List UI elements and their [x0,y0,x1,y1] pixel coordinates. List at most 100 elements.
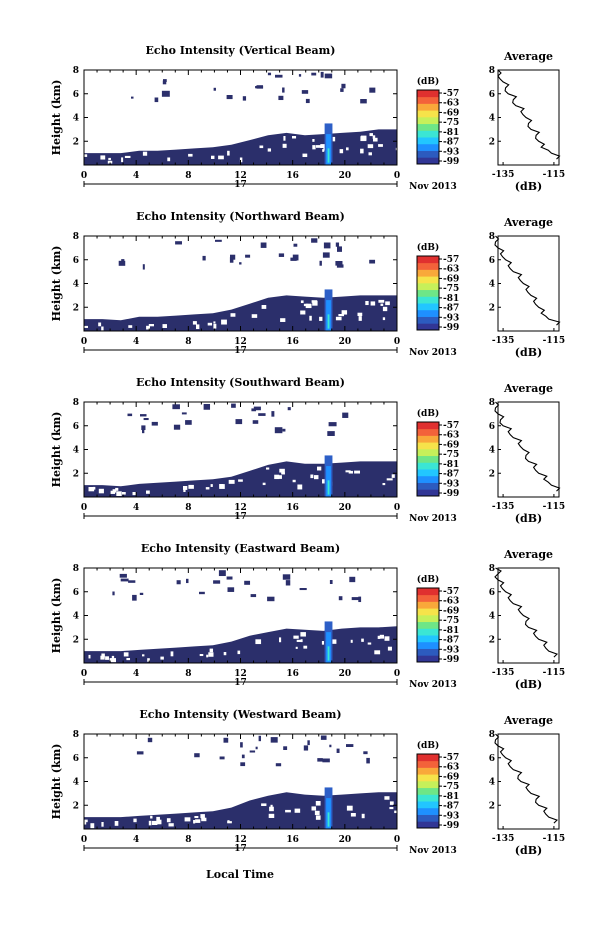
echo-patch [327,431,335,436]
avg-x-tick-label: -135 [492,336,515,346]
colorbar-swatch [417,588,439,596]
echo-patch [328,422,337,427]
echo-gap [300,310,306,315]
echo-patch [283,746,288,750]
echo-gap [346,147,349,151]
echo-gap [382,306,388,312]
echo-gap [372,135,376,139]
colorbar-unit: (dB) [417,242,439,253]
echo-gap [239,157,243,163]
echo-patch [317,758,323,762]
echo-patch [239,262,242,265]
colorbar-tick-label: -99 [443,655,459,665]
x-tick-label: 0 [394,337,400,347]
echo-gap [292,136,297,139]
avg-y-tick-label: 4 [489,778,495,788]
echo-gap [128,325,133,328]
echo-patch [337,246,342,252]
avg-y-tick-label: 8 [489,564,495,574]
echo-gap [101,653,105,658]
colorbar-swatch [417,760,439,768]
echo-gap [303,645,308,649]
echo-gap [123,652,129,657]
echo-patch [120,578,129,582]
echo-patch [275,763,282,767]
echo-gap [205,487,210,490]
colorbar-tick-label: -57 [443,255,459,265]
colorbar-swatch [417,130,439,138]
echo-gap [193,820,196,824]
echo-gap [156,816,160,822]
echo-gap [358,316,362,321]
echo-gap [227,820,230,823]
echo-patch [320,71,324,78]
x-tick-label: 0 [81,171,87,181]
echo-gap [114,821,119,826]
echo-patch [253,406,261,411]
echo-gap [360,136,367,142]
echo-gap [322,479,327,484]
echo-patch [338,596,343,601]
x-tick-label: 20 [339,171,352,181]
echo-patch [369,87,376,93]
echo-gap [208,652,214,657]
echo-patch [336,748,340,753]
echo-gap [111,655,115,659]
echo-gap [192,321,197,325]
echo-gap [386,478,393,481]
echo-gap [373,137,378,142]
echo-gap [360,148,364,154]
colorbar-tick-label: -69 [443,108,459,118]
colorbar-swatch [417,754,439,762]
echo-gap [207,322,213,326]
colorbar-tick-label: -69 [443,772,459,782]
avg-x-label: (dB) [515,678,542,691]
colorbar-swatch [417,482,439,490]
echo-patch [240,762,246,767]
echo-gap [357,312,363,317]
colorbar-swatch [417,801,439,809]
echo-gap [261,305,267,309]
echo-gap [188,153,193,157]
avg-title: Average [503,216,553,229]
echo-patch [342,412,349,418]
echo-gap [84,325,88,328]
echo-gap [84,154,88,157]
colorbar-tick-label: -87 [443,470,459,480]
colorbar-swatch [417,123,439,131]
colorbar-swatch [417,621,439,629]
echo-patch [285,580,291,586]
avg-frame [497,733,560,830]
echo-patch [258,735,262,742]
echo-patch [301,90,309,94]
echo-gap [133,818,137,823]
echo-patch [271,411,275,417]
y-tick-label: 2 [73,635,79,645]
echo-gap [377,635,381,639]
echo-gap [209,648,214,653]
colorbar-tick-label: -63 [443,597,459,607]
day-label: 17 [234,180,247,190]
colorbar-swatch [417,137,439,145]
echo-patch [287,407,291,411]
echo-patch [128,580,136,583]
echo-gap [317,466,322,471]
echo-gap [148,324,154,327]
x-tick-label: 16 [286,835,299,845]
colorbar-swatch [417,475,439,483]
echo-gap [221,319,227,325]
avg-x-tick-label: -115 [543,502,566,512]
colorbar-swatch [417,448,439,457]
month-label: Nov 2013 [409,348,457,358]
echo-patch [278,95,284,101]
echo-gap [312,145,316,150]
echo-patch [349,576,356,583]
echo-patch [311,238,318,243]
colorbar-swatch [417,614,439,623]
echo-patch [139,592,144,595]
echo-patch [227,587,235,592]
colorbar-tick-label: -57 [443,89,459,99]
echo-gap [367,144,374,149]
echo-gap [370,301,376,306]
